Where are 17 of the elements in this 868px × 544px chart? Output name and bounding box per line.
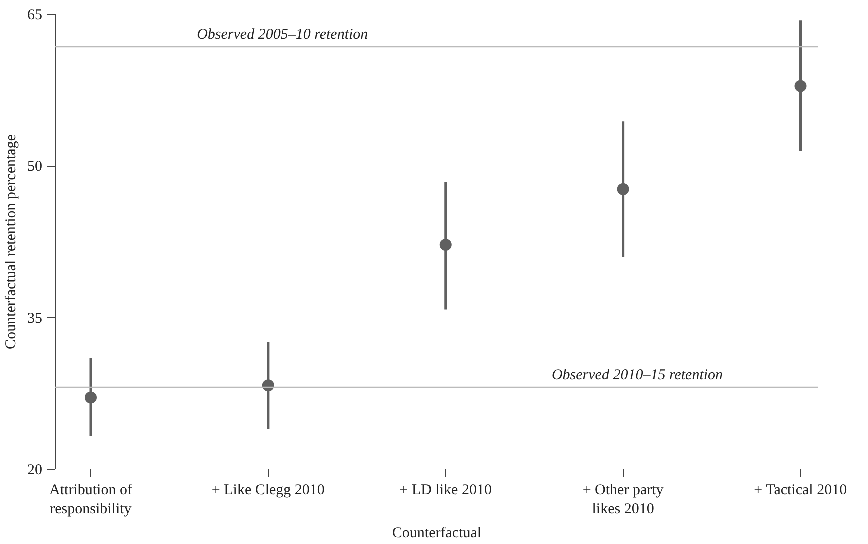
point bbox=[794, 80, 807, 92]
y-tick-label: 50 bbox=[28, 159, 42, 176]
y-axis-title: Counterfactual retention percentage bbox=[4, 134, 20, 350]
x-tick-label: Attribution of responsibility bbox=[50, 482, 132, 518]
x-tick-label: + Other party likes 2010 bbox=[582, 482, 664, 518]
x-tick-label: + Like Clegg 2010 bbox=[212, 482, 325, 498]
ref-line-label: Observed 2010–15 retention bbox=[552, 368, 724, 384]
ref-line-label: Observed 2005–10 retention bbox=[197, 26, 368, 43]
y-tick-label: 35 bbox=[28, 310, 42, 327]
point bbox=[617, 183, 630, 196]
y-tick-label: 65 bbox=[28, 8, 42, 24]
point bbox=[440, 239, 452, 252]
x-tick-label: + LD like 2010 bbox=[400, 482, 492, 498]
x-axis-title: Counterfactual bbox=[392, 526, 482, 542]
y-tick-label: 20 bbox=[28, 462, 42, 478]
x-tick-label: + Tactical 2010 bbox=[754, 482, 848, 498]
point bbox=[84, 392, 97, 404]
